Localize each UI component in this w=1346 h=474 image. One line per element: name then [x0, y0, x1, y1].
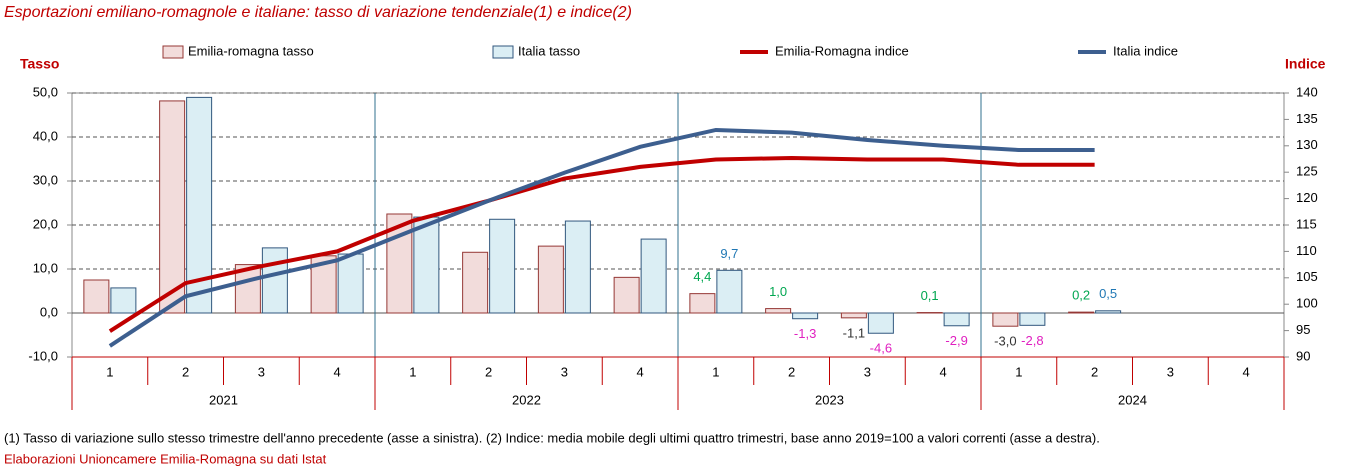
bar	[993, 313, 1018, 326]
y2-tick-label: 115	[1296, 216, 1317, 231]
x-tick-label: 1	[1015, 364, 1022, 379]
year-label: 2023	[815, 392, 844, 407]
y2-tick-label: 130	[1296, 137, 1318, 152]
y2-tick-label: 105	[1296, 269, 1318, 284]
bar	[1096, 311, 1121, 313]
value-label: -2,8	[1021, 333, 1043, 348]
x-tick-label: 4	[334, 364, 341, 379]
y2-axis-label: Indice	[1285, 56, 1326, 72]
bar	[414, 217, 439, 313]
y-tick-label: 50,0	[33, 84, 58, 99]
x-tick-label: 3	[1167, 364, 1174, 379]
value-label: 0,1	[921, 288, 939, 303]
legend-label: Italia indice	[1113, 43, 1178, 58]
value-label: -1,3	[794, 326, 816, 341]
bar	[1020, 313, 1045, 325]
bar	[944, 313, 969, 326]
x-tick-label: 1	[712, 364, 719, 379]
y2-tick-label: 120	[1296, 190, 1318, 205]
value-label: -1,1	[843, 325, 865, 340]
y2-tick-label: 135	[1296, 111, 1318, 126]
footnote: (1) Tasso di variazione sullo stesso tri…	[4, 430, 1100, 445]
value-label: 4,4	[693, 269, 711, 284]
x-tick-label: 3	[864, 364, 871, 379]
bar	[690, 294, 715, 313]
legend-label: Emilia-Romagna indice	[775, 43, 909, 58]
chart-title: Esportazioni emiliano-romagnole e italia…	[4, 4, 632, 21]
bar	[338, 254, 363, 313]
bar	[641, 239, 666, 313]
value-label: -4,6	[870, 341, 892, 356]
y-tick-label: 30,0	[33, 172, 58, 187]
value-label: 9,7	[720, 246, 738, 261]
x-tick-label: 2	[182, 364, 189, 379]
bar	[868, 313, 893, 333]
legend-label: Emilia-romagna tasso	[188, 43, 314, 58]
y-tick-label: 40,0	[33, 128, 58, 143]
bar	[463, 252, 488, 313]
y2-tick-label: 125	[1296, 164, 1318, 179]
value-label: -2,9	[945, 333, 967, 348]
bar	[160, 101, 185, 313]
legend-label: Italia tasso	[518, 43, 580, 58]
y-tick-label: 0,0	[40, 304, 58, 319]
bar	[717, 270, 742, 313]
bar	[565, 221, 590, 313]
year-label: 2021	[209, 392, 238, 407]
legend-swatch	[163, 46, 183, 58]
value-label: 0,5	[1099, 286, 1117, 301]
x-tick-label: 3	[561, 364, 568, 379]
bar	[1069, 312, 1094, 313]
year-label: 2022	[512, 392, 541, 407]
x-tick-label: 4	[637, 364, 644, 379]
y-tick-label: 20,0	[33, 216, 58, 231]
y-tick-label: 10,0	[33, 260, 58, 275]
y2-tick-label: 95	[1296, 322, 1310, 337]
year-label: 2024	[1118, 392, 1147, 407]
y2-tick-label: 140	[1296, 84, 1318, 99]
x-tick-label: 3	[258, 364, 265, 379]
x-tick-label: 2	[788, 364, 795, 379]
x-tick-label: 2	[485, 364, 492, 379]
y2-tick-label: 100	[1296, 296, 1318, 311]
source: Elaborazioni Unioncamere Emilia-Romagna …	[4, 451, 327, 466]
y2-tick-label: 110	[1296, 243, 1317, 258]
bar	[490, 219, 515, 313]
value-label: -3,0	[994, 334, 1016, 349]
x-tick-label: 2	[1091, 364, 1098, 379]
x-tick-label: 4	[940, 364, 947, 379]
bar	[766, 309, 791, 313]
y-tick-label: -10,0	[28, 348, 58, 363]
bar	[111, 288, 136, 313]
bar	[841, 313, 866, 318]
bar	[614, 277, 639, 313]
x-tick-label: 1	[409, 364, 416, 379]
bar	[793, 313, 818, 319]
x-tick-label: 1	[106, 364, 113, 379]
x-tick-label: 4	[1243, 364, 1250, 379]
y-axis-label: Tasso	[20, 56, 59, 72]
bar	[538, 246, 563, 313]
bar	[262, 248, 287, 313]
y2-tick-label: 90	[1296, 348, 1310, 363]
value-label: 0,2	[1072, 288, 1090, 303]
value-label: 1,0	[769, 284, 787, 299]
bar	[84, 280, 109, 313]
legend-swatch	[493, 46, 513, 58]
